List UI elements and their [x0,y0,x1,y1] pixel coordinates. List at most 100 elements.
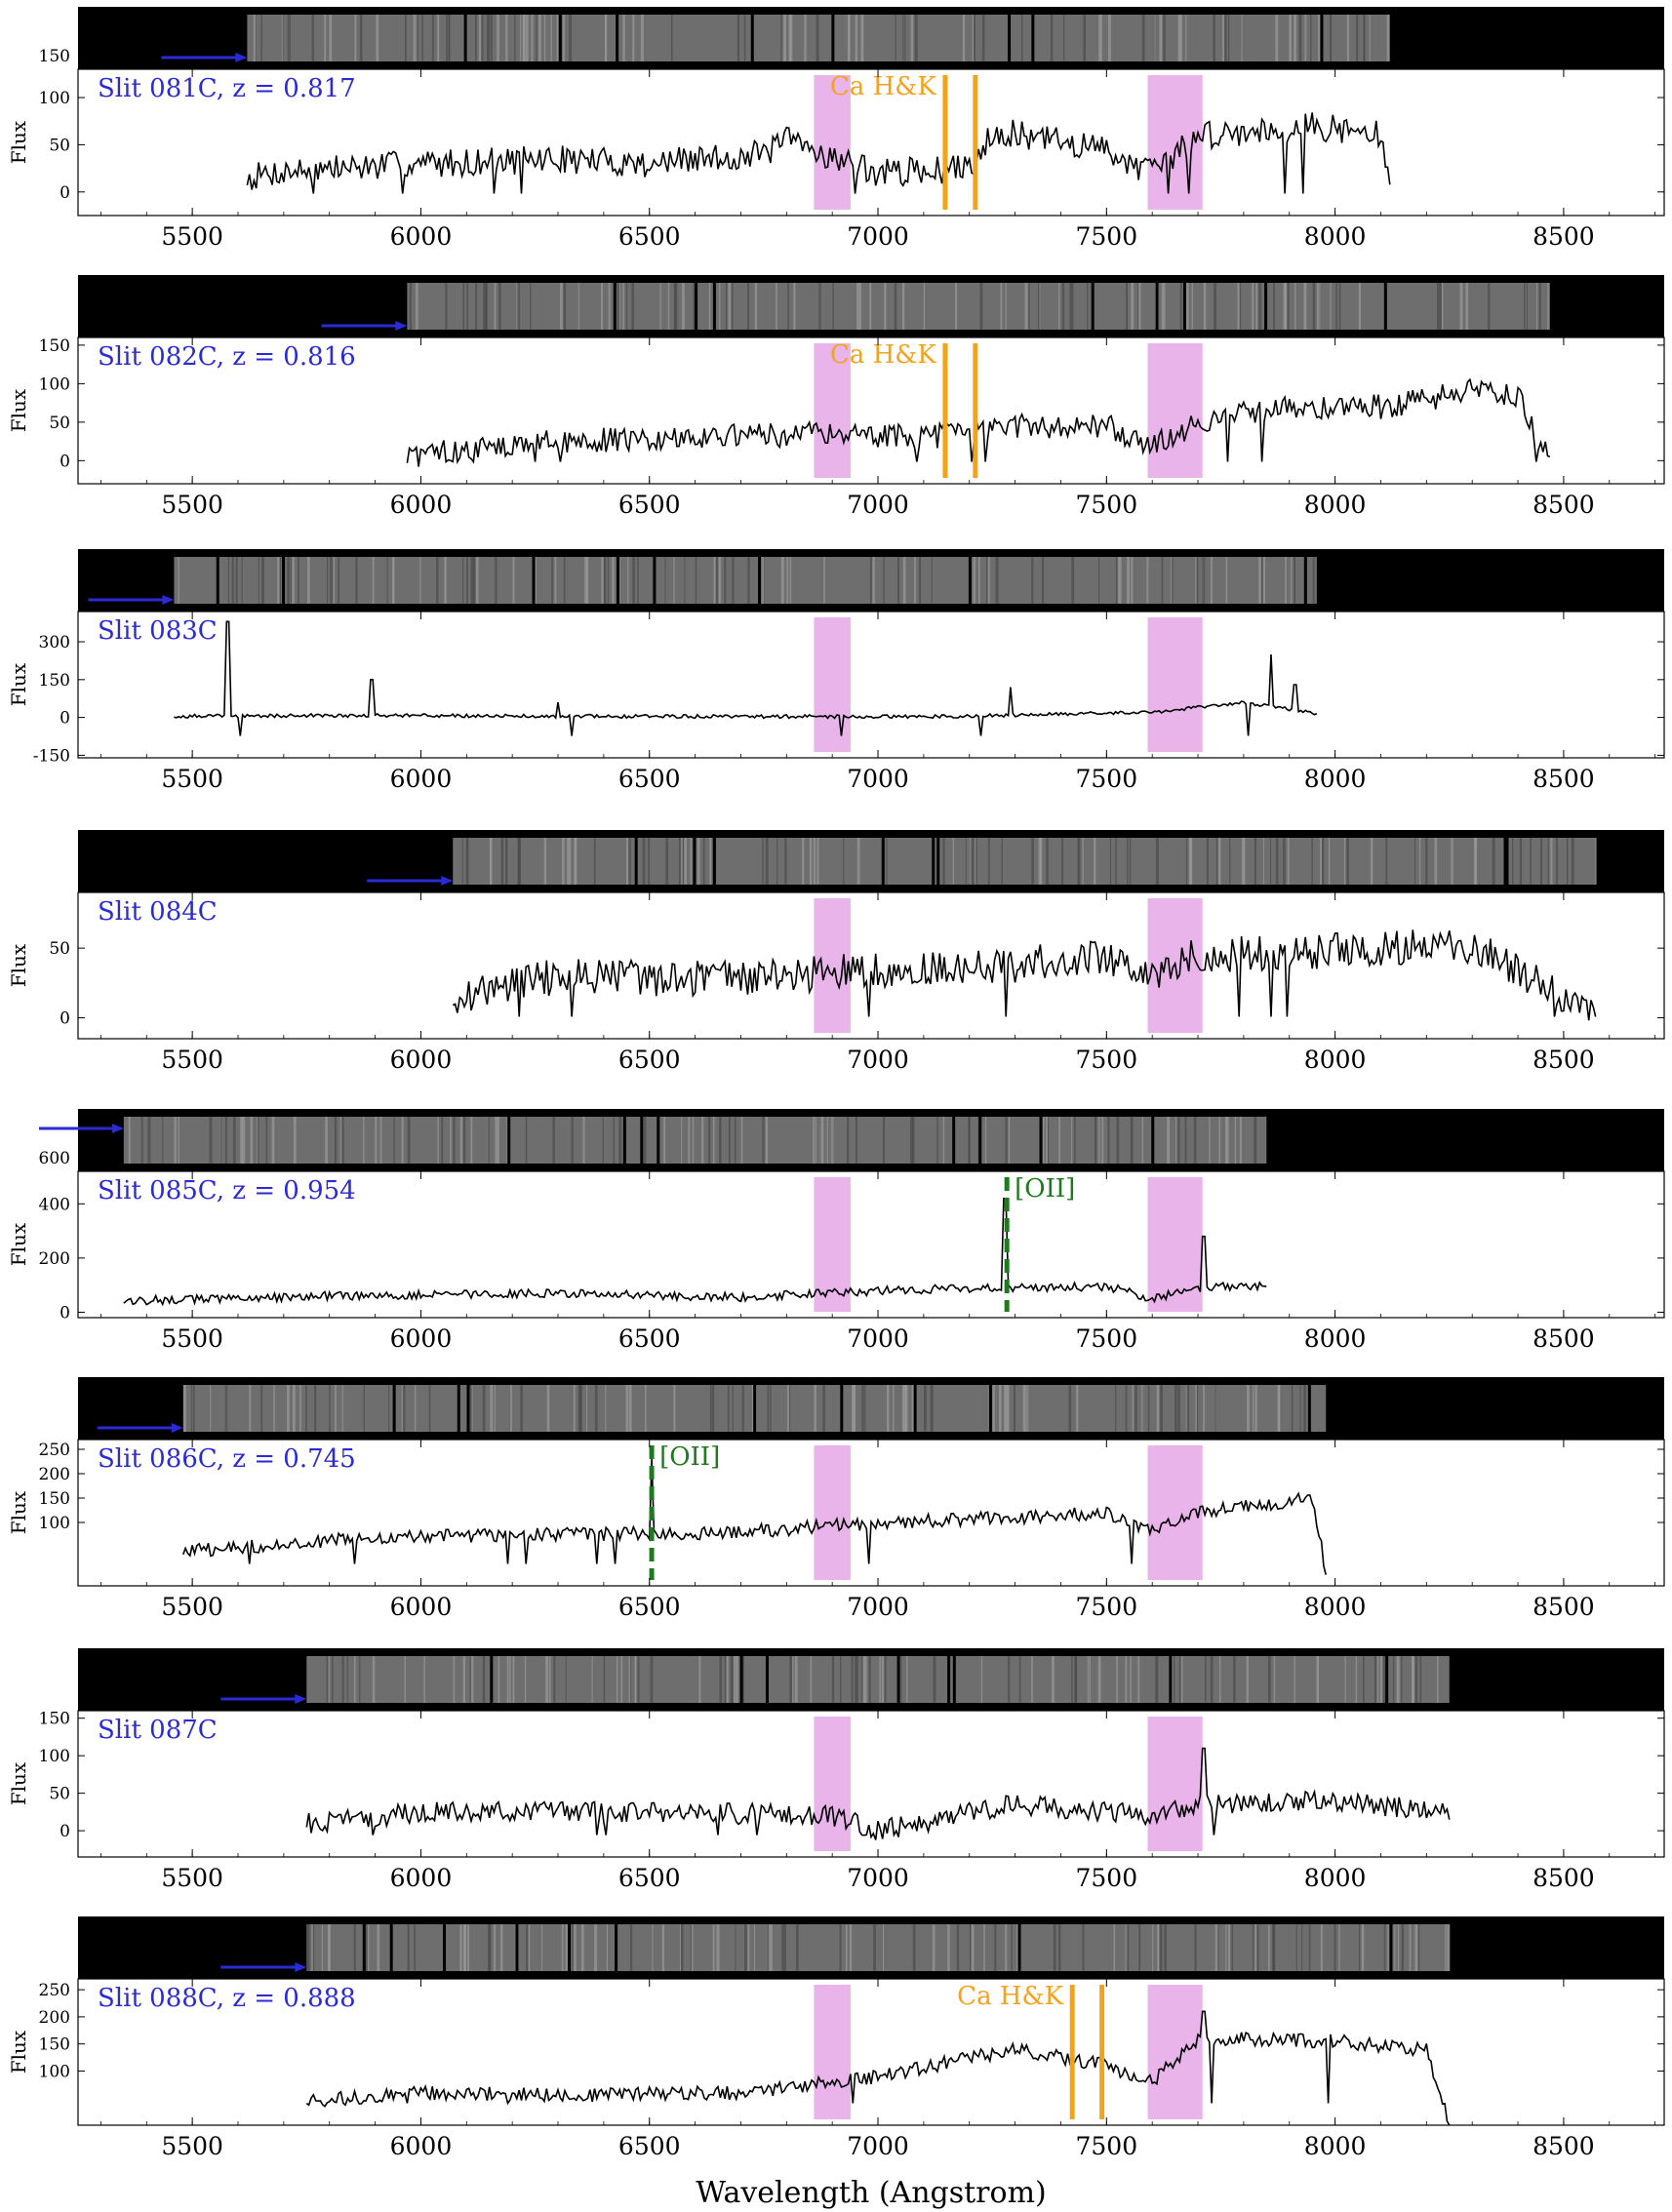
stamp-column [718,1117,722,1164]
stamp-column [414,1924,417,1971]
stamp-column [851,1656,854,1703]
stamp-column [463,1924,466,1971]
stamp-column [1087,1656,1089,1703]
stamp-column [1418,838,1421,885]
stamp-column [459,1117,463,1164]
arrow-head [162,595,175,605]
stamp-column [787,283,789,330]
stamp-column [864,1656,867,1703]
stamp-column [562,15,565,61]
stamp-column [1346,838,1349,885]
stamp-column [1173,1656,1175,1703]
stamp-column [487,15,489,61]
xtick-label: 6500 [618,1324,681,1353]
telluric-band [814,1177,851,1312]
stamp-column [733,1656,736,1703]
stamp-column [1063,15,1065,61]
stamp-column [1141,15,1145,61]
stamp-column [571,1117,574,1164]
stamp-column [1141,1385,1143,1432]
stamp-column [987,557,990,604]
stamp-column [363,1385,365,1432]
stamp-column [1100,15,1102,61]
stamp-column [992,1385,995,1432]
stamp-column [629,1656,632,1703]
stamp-column [1131,283,1135,330]
stamp-column [762,838,764,885]
xtick-label: 8500 [1533,2132,1595,2160]
stamp-column [1298,15,1302,61]
stamp-column [903,1385,906,1432]
stamp-gap [881,838,885,885]
stamp-column [562,838,565,885]
stamp-column [520,1385,523,1432]
stamp-column [563,283,567,330]
stamp-column [353,1924,356,1971]
stamp-gap [739,1656,743,1703]
stamp-column [628,1385,632,1432]
stamp-column [1185,838,1188,885]
stamp-column [1273,283,1275,330]
stamp-column [388,1385,390,1432]
xtick-label: 6000 [390,1046,453,1074]
stamp-column [1155,838,1159,885]
stamp-column [1262,838,1264,885]
xtick-label: 8500 [1533,1046,1595,1074]
ytick-label: 200 [39,1465,70,1484]
stamp-column [1203,1385,1205,1432]
stamp-gap [362,1924,366,1971]
xtick-label: 5500 [161,1864,223,1892]
stamp-column [467,1924,470,1971]
stamp-column [265,1117,268,1164]
telluric-band [814,343,851,478]
stamp-gap [1264,283,1268,330]
stamp-column [995,557,999,604]
stamp-column [637,1656,640,1703]
stamp-column [577,1385,581,1432]
stamp-column [1167,1117,1171,1164]
stamp-column [209,1117,213,1164]
stamp-column [771,1924,773,1971]
stamp-column [986,557,988,604]
stamp-column [1043,1117,1045,1164]
stamp-column [735,1924,736,1971]
stamp-column [577,283,579,330]
stamp-column [681,1117,683,1164]
ytick-label: 150 [39,1710,70,1729]
stamp-column [789,557,792,604]
stamp-column [568,838,572,885]
stamp-column [1113,1924,1116,1971]
arrow-head [395,321,408,331]
stamp-column [1172,557,1174,604]
stamp-column [329,1385,331,1432]
spectrum-2d-trace [306,1924,1450,1971]
arrow-head [171,1423,183,1433]
stamp-column [1077,838,1079,885]
stamp-column [494,283,497,330]
stamp-column [839,1924,842,1971]
stamp-column [441,1117,444,1164]
stamp-column [354,1656,356,1703]
panel-title: Slit 083C [98,616,218,646]
stamp-column [1234,1117,1237,1164]
stamp-column [602,1117,604,1164]
stamp-column [1335,283,1337,330]
stamp-column [1129,838,1132,885]
stamp-column [783,15,787,61]
stamp-column [673,557,675,604]
stamp-column [1013,1385,1015,1432]
stamp-column [936,1117,938,1164]
ytick-label: 0 [60,1009,70,1029]
stamp-column [630,1924,633,1971]
stamp-column [311,1924,313,1971]
stamp-column [175,1117,177,1164]
stamp-column [1101,1117,1104,1164]
spectral-line-label: Ca H&K [957,1982,1063,2011]
stamp-gap [1008,15,1012,61]
stamp-column [726,1656,729,1703]
xtick-label: 8000 [1304,222,1367,251]
stamp-column [970,838,972,885]
stamp-column [732,557,735,604]
stamp-column [1175,1117,1177,1164]
stamp-column [1379,1656,1383,1703]
